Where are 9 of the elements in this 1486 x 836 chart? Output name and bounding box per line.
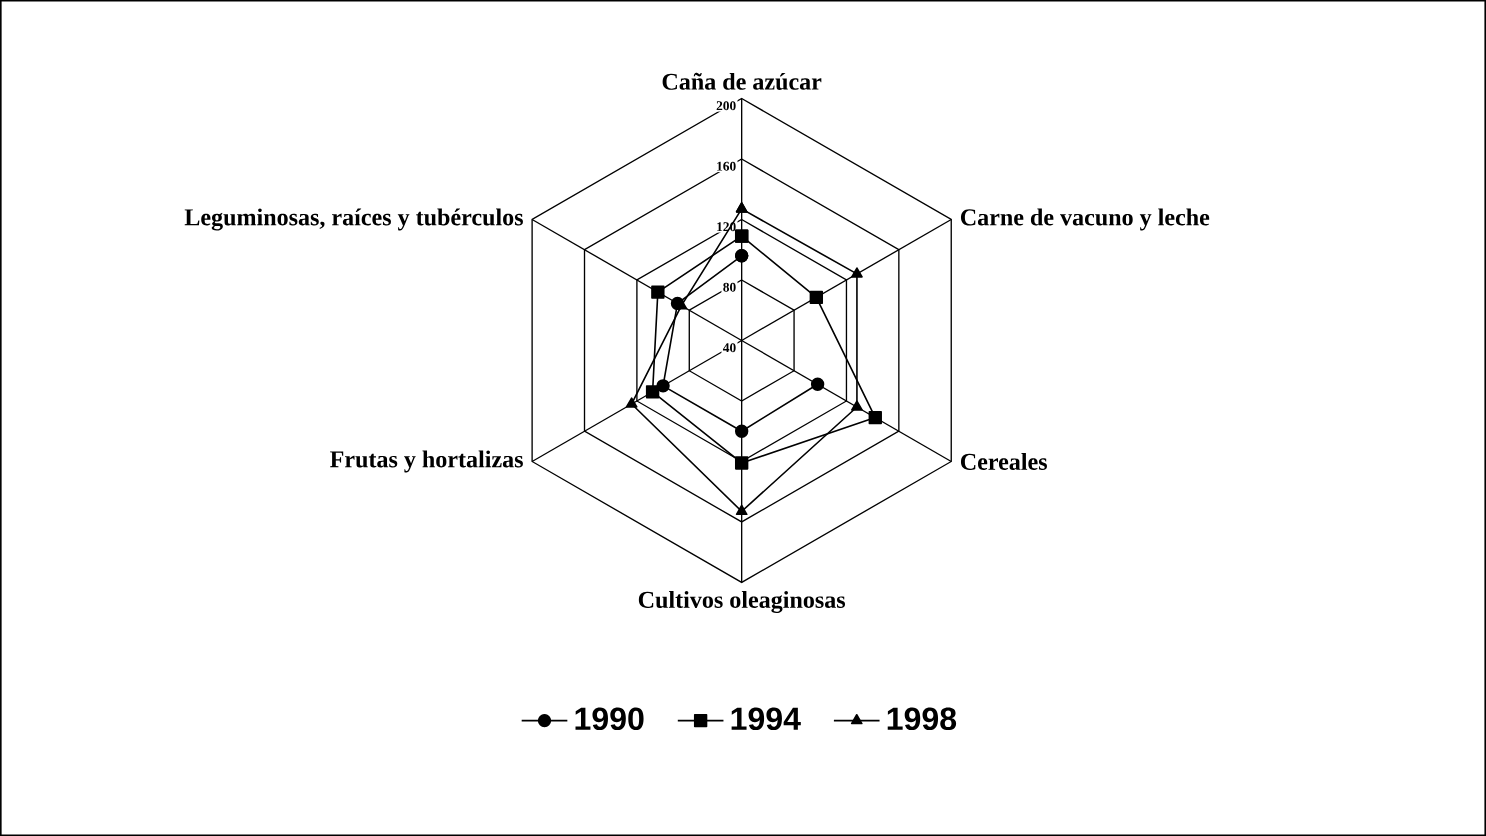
legend-label: 1998 [887, 707, 957, 731]
spoke-label: Cultivos oleaginosas [638, 590, 846, 613]
legend-label: 1994 [731, 707, 801, 731]
spoke-label: Carne de vacuno y leche [960, 208, 1210, 231]
spoke-label: Caña de azúcar [662, 72, 822, 90]
spoke-label: Leguminosas, raíces y tubérculos [184, 208, 523, 231]
spoke-label: Frutas y hortalizas [330, 450, 523, 473]
legend-label: 1990 [575, 707, 644, 731]
spoke-label: Cereales [960, 452, 1047, 470]
